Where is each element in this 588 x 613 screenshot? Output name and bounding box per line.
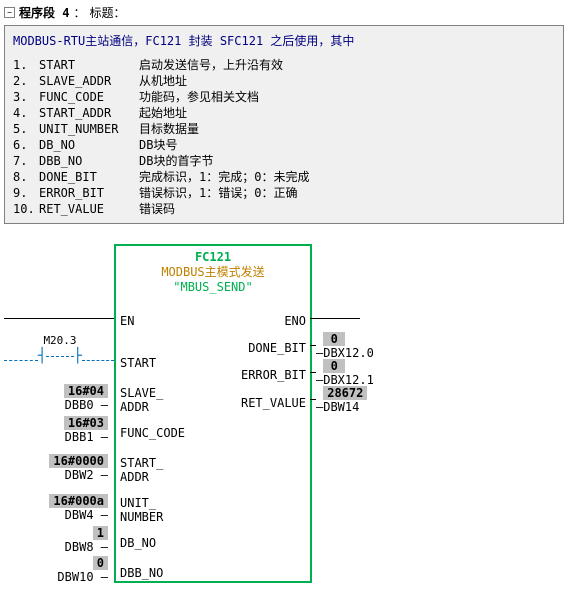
port-ENO: ENO (284, 314, 306, 328)
doc-row: 7.DBB_NODB块的首字节 (13, 153, 555, 169)
contact-tag: M20.3 (38, 334, 82, 347)
input-DBW8: 1DBW8 – (8, 526, 108, 554)
doc-row: 4.START_ADDR起始地址 (13, 105, 555, 121)
port-SLAVE_: SLAVE_ADDR (120, 386, 163, 414)
output-DBX12.1: 0–DBX12.1 (316, 359, 374, 387)
input-DBW4: 16#000aDBW4 – (8, 494, 108, 522)
fc-block: FC121 MODBUS主模式发送 "MBUS_SEND" EN START SLA… (114, 244, 312, 583)
doc-row: 9.ERROR_BIT错误标识，1：错误；0：正确 (13, 185, 555, 201)
collapse-icon[interactable]: − (4, 7, 15, 18)
output-DBW14: 28672–DBW14 (316, 386, 367, 414)
input-DBW10: 0DBW10 – (8, 556, 108, 584)
segment-label: 程序段 4 (19, 4, 69, 21)
block-name: FC121 (116, 250, 310, 265)
doc-row: 8.DONE_BIT完成标识，1：完成；0：未完成 (13, 169, 555, 185)
doc-row: 2.SLAVE_ADDR从机地址 (13, 73, 555, 89)
ladder-diagram: M20.3 ┤├ FC121 MODBUS主模式发送 "MBUS_SEND" E… (4, 244, 564, 589)
start-wire-r (82, 360, 114, 361)
doc-row: 1.START启动发送信号，上升沿有效 (13, 57, 555, 73)
doc-row: 5.UNIT_NUMBER目标数据量 (13, 121, 555, 137)
doc-row: 10.RET_VALUE错误码 (13, 201, 555, 217)
port-DONE_BIT: DONE_BIT (248, 341, 306, 355)
port-START: START (120, 356, 156, 370)
port-FUNC_CODE: FUNC_CODE (120, 426, 185, 440)
title-label: 标题： (89, 4, 125, 21)
description-box: MODBUS-RTU主站通信，FC121 封装 SFC121 之后使用，其中 1… (4, 25, 564, 224)
block-header: FC121 MODBUS主模式发送 "MBUS_SEND" (116, 246, 310, 299)
block-sub: MODBUS主模式发送 (116, 265, 310, 280)
start-wire-l (4, 360, 38, 361)
port-RET_VALUE: RET_VALUE (241, 396, 306, 410)
input-DBB1: 16#03DBB1 – (8, 416, 108, 444)
port-ERROR_BIT: ERROR_BIT (241, 368, 306, 382)
port-START_: START_ADDR (120, 456, 163, 484)
port-UNIT_: UNIT_NUMBER (120, 496, 163, 524)
en-wire (4, 318, 114, 319)
input-DBW2: 16#0000DBW2 – (8, 454, 108, 482)
output-DBX12.0: 0–DBX12.0 (316, 332, 374, 360)
block-sym: "MBUS_SEND" (116, 280, 310, 295)
port-EN: EN (120, 314, 134, 328)
eno-wire (310, 318, 360, 319)
port-DBB_NO: DBB_NO (120, 566, 163, 580)
input-DBB0: 16#04DBB0 – (8, 384, 108, 412)
contact: M20.3 ┤├ (38, 348, 82, 364)
doc-title: MODBUS-RTU主站通信，FC121 封装 SFC121 之后使用，其中 (13, 32, 555, 49)
port-DB_NO: DB_NO (120, 536, 156, 550)
doc-row: 3.FUNC_CODE功能码，参见相关文档 (13, 89, 555, 105)
doc-row: 6.DB_NODB块号 (13, 137, 555, 153)
segment-header: − 程序段 4： 标题： (4, 4, 584, 21)
